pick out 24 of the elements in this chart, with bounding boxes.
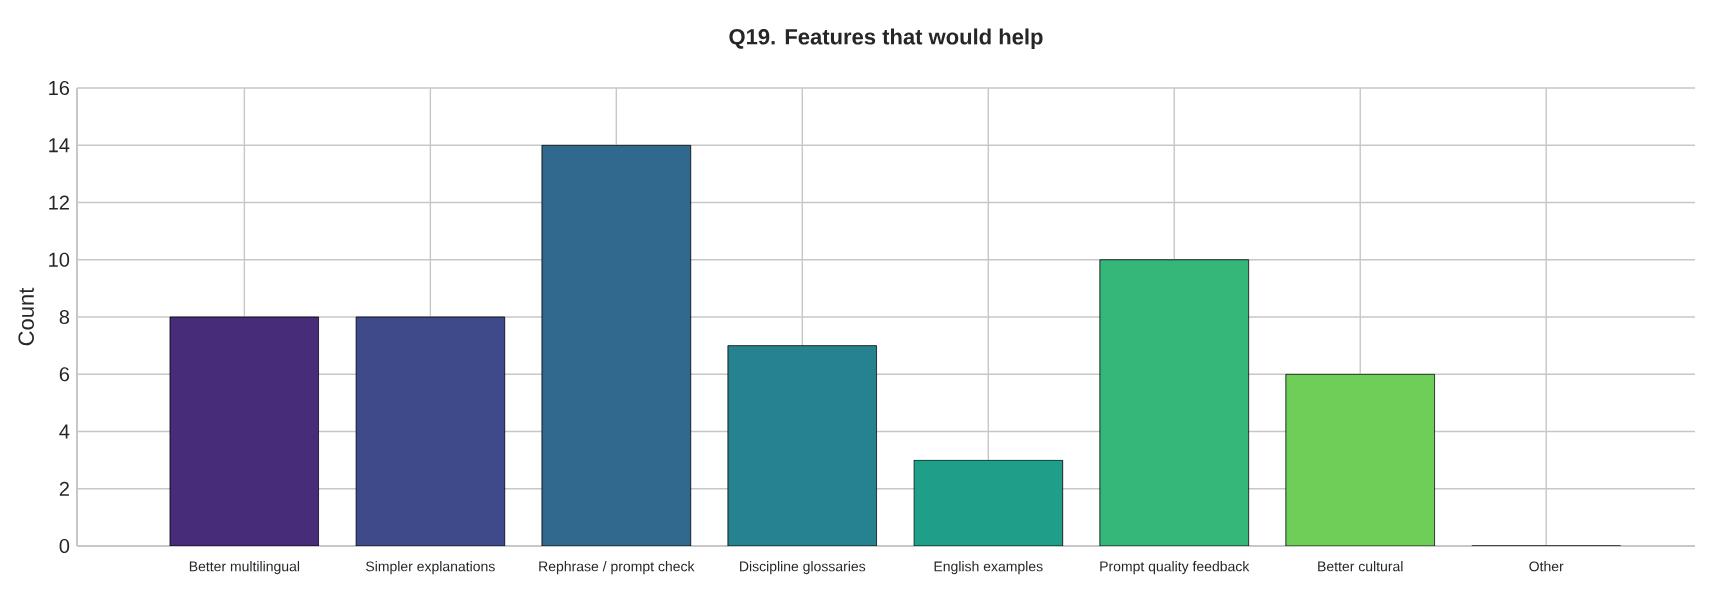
y-tick-label: 2 (59, 481, 69, 496)
x-tick-label: Prompt quality feedback (1100, 561, 1250, 575)
bar (913, 459, 1064, 546)
x-tick-label: Better cultural (1318, 561, 1403, 572)
bar (541, 144, 692, 546)
x-tick-label: Discipline glossaries (740, 561, 866, 575)
x-tick-label: Simpler explanations (366, 561, 495, 575)
y-tick-label: 4 (59, 424, 70, 439)
y-tick-label: 6 (59, 367, 70, 382)
bar (169, 316, 320, 546)
y-tick-label: 14 (49, 138, 70, 153)
x-tick-label: English examples (934, 561, 1043, 575)
y-tick-label: 10 (49, 252, 70, 267)
y-tick-label: 16 (49, 80, 70, 96)
bar (1285, 373, 1436, 546)
y-tick-label: 12 (49, 195, 69, 210)
x-tick-label: Rephrase / prompt check (539, 561, 695, 575)
chart-title: Q19. Features that would help (729, 28, 1043, 49)
y-axis-title: Count (18, 287, 34, 346)
y-tick-label: 0 (59, 538, 70, 554)
x-tick-label: Other (1529, 561, 1564, 572)
y-tick-label: 8 (59, 309, 70, 325)
x-tick-label: Better multilingual (189, 561, 300, 575)
bar (355, 316, 506, 546)
